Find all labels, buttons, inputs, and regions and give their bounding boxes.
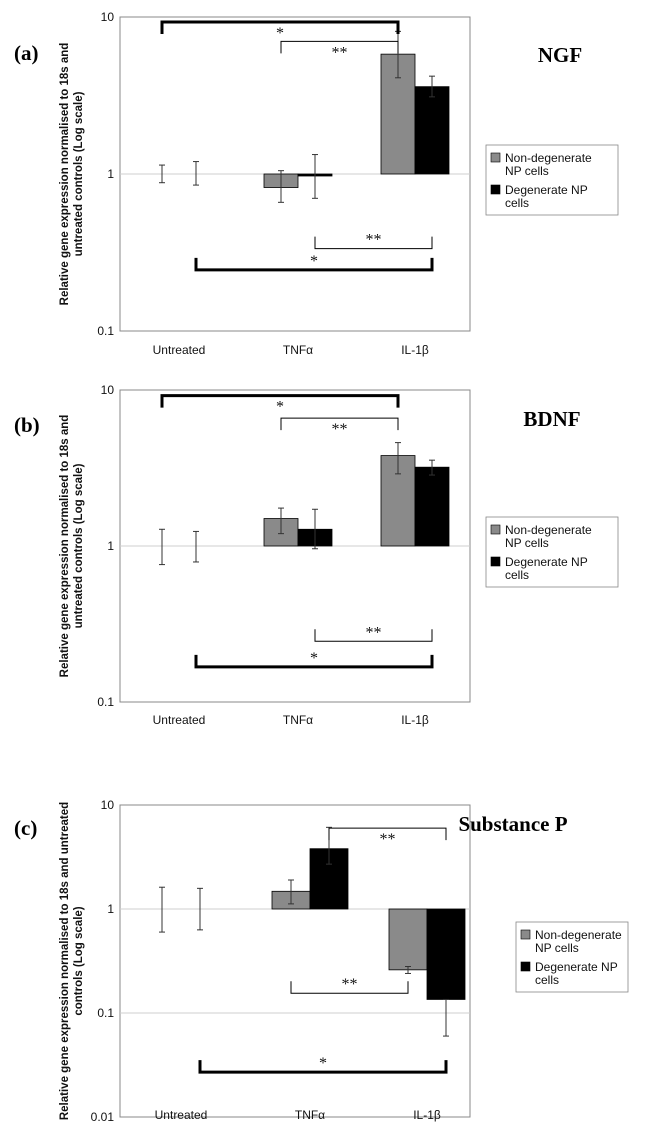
x-tick-label: Untreated (153, 343, 206, 357)
y-tick-label: 0.1 (97, 695, 114, 709)
y-tick-label: 0.1 (97, 324, 114, 338)
legend-box (485, 144, 619, 216)
y-tick-label: 10 (101, 10, 115, 24)
panel-label: (a) (14, 41, 39, 65)
significance-label: * (310, 650, 318, 667)
legend-label: Degenerate NP (505, 183, 588, 197)
significance-label: * (276, 399, 284, 416)
y-axis-label: Relative gene expression normalised to 1… (59, 802, 71, 1120)
x-tick-label: TNFα (283, 713, 313, 727)
legend-label: Degenerate NP (505, 555, 588, 569)
y-axis-label: Relative gene expression normalised to 1… (59, 43, 71, 306)
legend-swatch-degenerate (490, 184, 501, 195)
legend-swatch-non-degenerate (490, 524, 501, 535)
significance-label: ** (366, 232, 382, 249)
x-tick-label: IL-1β (413, 1108, 441, 1122)
panel-label: (c) (14, 816, 37, 840)
legend-swatch-non-degenerate (490, 152, 501, 163)
legend-box (515, 921, 629, 993)
legend-label: NP cells (505, 164, 549, 178)
significance-label: * (319, 1055, 327, 1072)
y-tick-label: 1 (107, 902, 114, 916)
plot-frame (119, 804, 471, 1118)
significance-bracket (314, 236, 433, 250)
legend-label: cells (535, 973, 559, 987)
legend-swatch-degenerate (520, 961, 531, 972)
bar-non-degenerate (388, 908, 428, 971)
significance-bracket (160, 20, 400, 34)
legend-label: NP cells (505, 536, 549, 550)
significance-label: * (310, 253, 318, 270)
x-tick-label: TNFα (283, 343, 313, 357)
bar-degenerate (426, 908, 466, 1000)
y-axis-label: untreated controls (Log scale) (73, 91, 85, 256)
legend-label: Degenerate NP (535, 960, 618, 974)
y-axis-label: untreated controls (Log scale) (73, 463, 85, 628)
significance-bracket (280, 417, 399, 431)
legend-swatch-degenerate (490, 556, 501, 567)
y-axis-label: Relative gene expression normalised to 1… (59, 415, 71, 678)
significance-bracket (290, 981, 409, 994)
significance-label: ** (366, 624, 382, 641)
significance-label: ** (332, 421, 348, 438)
panel-label: (b) (14, 413, 40, 437)
significance-bracket (160, 394, 400, 408)
chart-title: BDNF (523, 407, 580, 431)
x-tick-label: Untreated (155, 1108, 208, 1122)
legend-label: Non-degenerate (535, 928, 622, 942)
legend-label: cells (505, 196, 529, 210)
significance-label: ** (342, 976, 358, 993)
y-tick-label: 1 (107, 539, 114, 553)
bar-degenerate (414, 466, 450, 547)
y-tick-label: 10 (101, 798, 115, 812)
legend-box (485, 516, 619, 588)
x-tick-label: IL-1β (401, 343, 429, 357)
legend-label: cells (505, 568, 529, 582)
chart-title: Substance P (458, 812, 567, 836)
y-tick-label: 0.01 (91, 1110, 115, 1124)
y-axis-label: controls (Log scale) (73, 906, 85, 1015)
significance-bracket (314, 629, 433, 642)
significance-bracket (194, 654, 434, 669)
y-tick-label: 10 (101, 383, 115, 397)
bar-degenerate (414, 86, 450, 175)
significance-bracket (328, 827, 447, 841)
y-tick-label: 1 (107, 167, 114, 181)
x-tick-label: TNFα (295, 1108, 325, 1122)
y-tick-label: 0.1 (97, 1006, 114, 1020)
legend-label: NP cells (535, 941, 579, 955)
significance-label: * (276, 25, 284, 42)
legend-swatch-non-degenerate (520, 929, 531, 940)
significance-bracket (280, 40, 399, 54)
x-tick-label: IL-1β (401, 713, 429, 727)
significance-label: ** (380, 831, 396, 848)
significance-label: ** (332, 44, 348, 61)
x-tick-label: Untreated (153, 713, 206, 727)
significance-bracket (198, 1060, 448, 1074)
legend-label: Non-degenerate (505, 151, 592, 165)
chart-title: NGF (538, 43, 582, 67)
significance-bracket (194, 257, 434, 272)
legend-label: Non-degenerate (505, 523, 592, 537)
